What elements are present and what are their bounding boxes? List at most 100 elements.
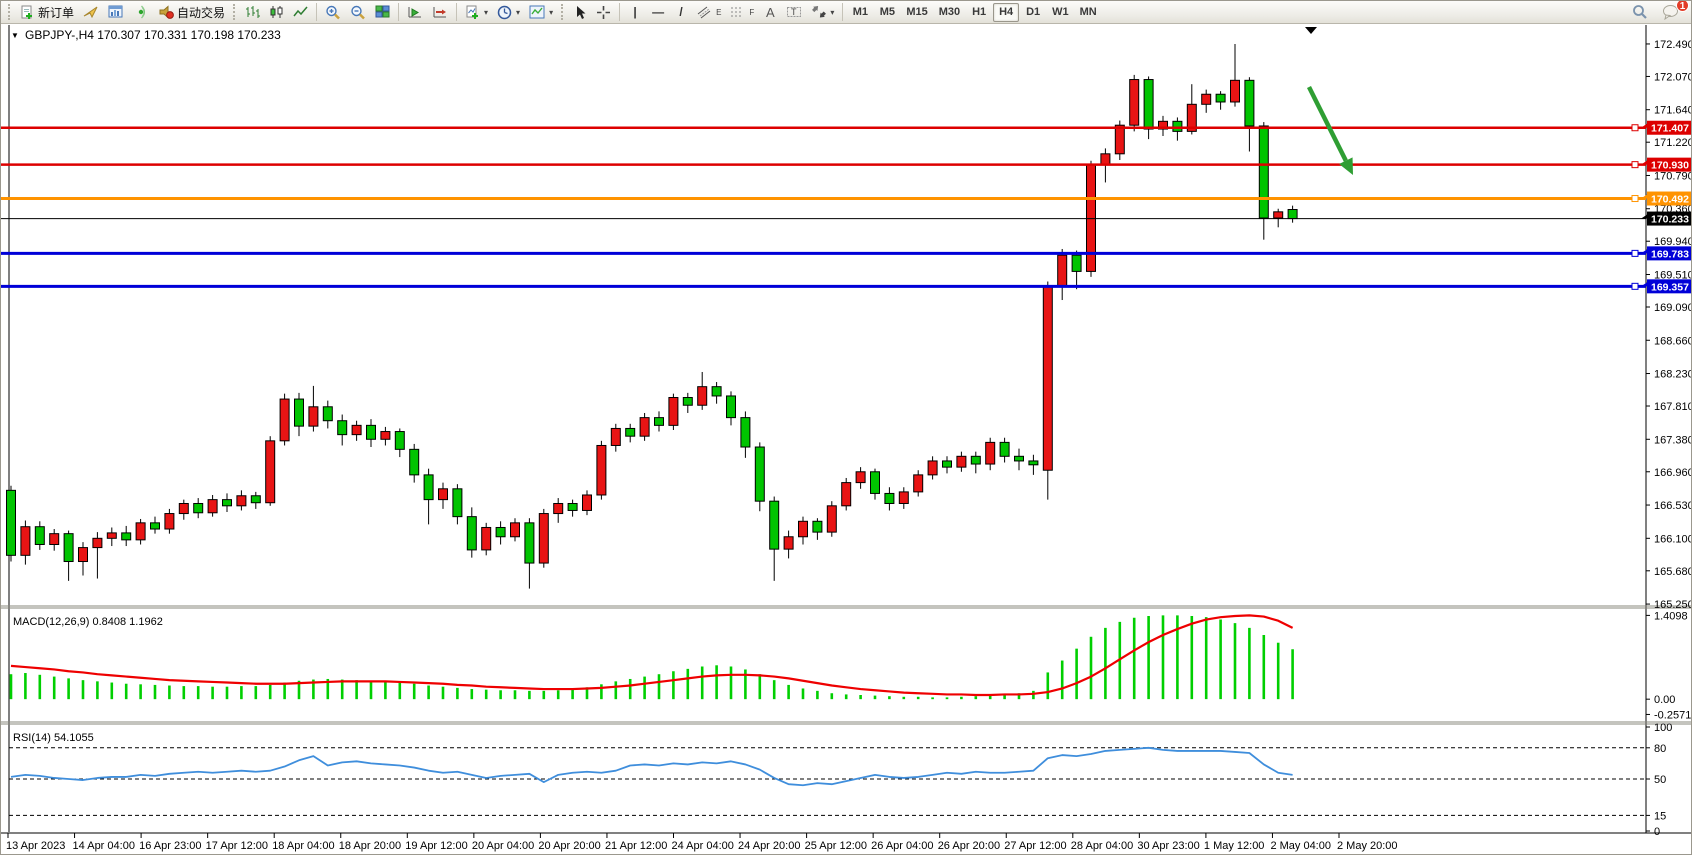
line-chart-icon [293,5,308,19]
price-axis-label: 168.230 [1654,369,1692,381]
autotrading-button[interactable]: 自动交易 [154,2,229,22]
candle-body [927,460,938,476]
timeframe-m15-button[interactable]: M15 [906,6,928,18]
templates-button[interactable]: ▾ [525,2,557,22]
candle-body [1028,460,1039,466]
trend-arrow-head[interactable] [1339,157,1353,175]
line-chart-button[interactable] [289,2,312,22]
price-axis-label: 165.250 [1654,599,1692,611]
bar-chart-button[interactable] [241,2,264,22]
price-chart[interactable]: 172.490172.070171.640171.220170.790170.3… [1,25,1692,855]
badge-notch [1641,160,1647,165]
price-axis-label: 172.490 [1654,39,1692,51]
candle-body [1114,124,1125,155]
price-axis-label: 169.510 [1654,269,1692,281]
symbol-dropdown-icon[interactable]: ▼ [11,31,19,40]
price-badge [1647,246,1691,261]
timeframe-mn-button[interactable]: MN [1079,6,1097,18]
date-axis-label: 19 Apr 12:00 [405,840,467,852]
line-handle[interactable] [1631,195,1639,203]
candle-body [250,495,261,504]
new-chart-button[interactable] [104,2,128,22]
new-order-button[interactable]: 新订单 [16,2,78,22]
periods-button[interactable]: ▾ [493,2,524,22]
candle-body [466,516,477,551]
candle-body [567,502,578,511]
toolbar-grip[interactable] [233,4,237,20]
chart-window-icon [108,5,124,19]
candle-body [394,431,405,450]
timeframe-m5-button[interactable]: M5 [879,6,895,18]
candle-body [481,526,492,551]
date-axis-label: 21 Apr 12:00 [605,840,667,852]
price-axis-label: 167.380 [1654,434,1692,446]
toolbar-grip[interactable] [8,4,12,20]
chart-shift-button[interactable] [428,2,452,22]
text-button[interactable]: A [759,2,781,22]
zoom-out-button[interactable] [346,2,370,22]
candle-body [510,522,520,538]
search-button[interactable] [1628,2,1652,22]
zoom-in-button[interactable] [321,2,345,22]
text-label-button[interactable]: T [782,2,806,22]
notification-badge: 1 [1676,1,1689,12]
chart-area[interactable]: 172.490 172.070 171.640 171.220 170.790 170.3… [1,25,1692,855]
cursor-icon [574,5,587,20]
badge-notch [1641,249,1647,254]
fibonacci-button[interactable]: F [726,2,758,22]
price-axis-label: 167.810 [1654,401,1692,413]
rsi-axis-label: 0 [1654,826,1660,838]
candle-body [1186,103,1197,132]
timeframe-h1-button[interactable]: H1 [972,6,987,18]
cursor-button[interactable] [569,2,591,22]
autotrading-icon [158,5,174,19]
candle-body [1057,254,1068,288]
candlestick-icon [269,5,284,19]
horizontal-line-button[interactable]: — [647,2,669,22]
date-axis-label: 13 Apr 2023 [6,840,65,852]
candle-body [337,420,348,436]
new-order-icon [20,5,35,20]
tile-windows-button[interactable] [371,2,394,22]
candle-body [942,460,952,468]
text-icon: A [765,4,775,20]
line-handle[interactable] [1631,161,1639,169]
line-handle[interactable] [1631,249,1639,257]
candle-body [1086,164,1096,272]
timeframe-m1-button[interactable]: M1 [852,6,868,18]
timeframe-m30-button[interactable]: M30 [938,6,961,18]
line-handle[interactable] [1631,124,1639,132]
arrows-button[interactable]: ▾ [807,2,838,22]
chevron-down-icon: ▾ [484,7,489,17]
macd-axis-label: -0.2571 [1654,709,1691,721]
trendline-button[interactable]: / [670,2,692,22]
timeframe-h4-button[interactable]: H4 [993,2,1020,22]
chart-title: GBPJPY-,H4 170.307 170.331 170.198 170.2… [25,28,281,42]
autoscroll-button[interactable] [403,2,427,22]
rsi-axis-label: 15 [1654,810,1666,822]
timeframe-w1-button[interactable]: W1 [1052,6,1069,18]
trendline-icon: / [679,5,683,19]
line-handle[interactable] [1631,282,1639,290]
trend-arrow-annotation[interactable] [1306,85,1348,162]
signals-button[interactable] [129,2,153,22]
candle-body [1201,93,1212,105]
toolbar-grip[interactable] [561,4,565,20]
price-axis-label: 171.640 [1654,105,1692,117]
strategy-tester-button[interactable] [79,2,103,22]
chat-bubble-icon [1662,4,1679,20]
vertical-line-button[interactable]: | [624,2,646,22]
price-axis-label: 166.530 [1654,500,1692,512]
candle-body [34,526,45,545]
notifications-button[interactable]: 1 [1658,1,1689,22]
chart-shift-marker[interactable] [1305,27,1317,34]
rsi-label: RSI(14) 54.1055 [13,732,94,744]
timeframe-d1-button[interactable]: D1 [1026,6,1041,18]
equidistant-channel-button[interactable]: E [693,2,725,22]
date-axis-label: 26 Apr 04:00 [871,840,933,852]
candle-body [438,488,448,501]
toolbar-separator [316,3,318,21]
crosshair-button[interactable] [592,2,615,22]
candlestick-chart-button[interactable] [265,2,288,22]
indicators-button[interactable]: ▾ [461,2,492,22]
